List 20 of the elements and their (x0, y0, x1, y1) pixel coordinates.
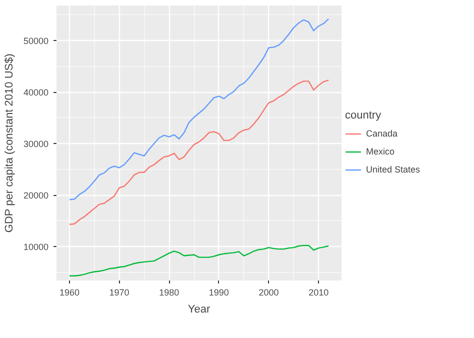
x-axis-title: Year (188, 304, 210, 316)
legend-label: Mexico (366, 145, 395, 158)
y-tick-label: 10000 (23, 242, 49, 252)
x-tick-label: 1980 (159, 288, 180, 298)
line-series (68, 18, 330, 200)
y-tick-label: 50000 (23, 36, 49, 46)
legend-label: Canada (366, 127, 398, 140)
line-series (68, 80, 330, 225)
legend-label: United States (366, 163, 420, 176)
y-axis-title: GDP per capita (constant 2010 US$) (3, 54, 16, 233)
x-tick-label: 2000 (258, 288, 279, 298)
x-tick-label: 1990 (208, 288, 229, 298)
x-tick-label: 1960 (59, 288, 80, 298)
x-tick-label: 1970 (109, 288, 130, 298)
y-tick-label: 40000 (23, 88, 49, 98)
legend-title: country (345, 109, 382, 121)
y-tick-label: 30000 (23, 139, 49, 150)
y-tick-label: 20000 (23, 190, 49, 201)
x-tick-label: 2010 (308, 288, 329, 298)
line-series (68, 244, 330, 276)
